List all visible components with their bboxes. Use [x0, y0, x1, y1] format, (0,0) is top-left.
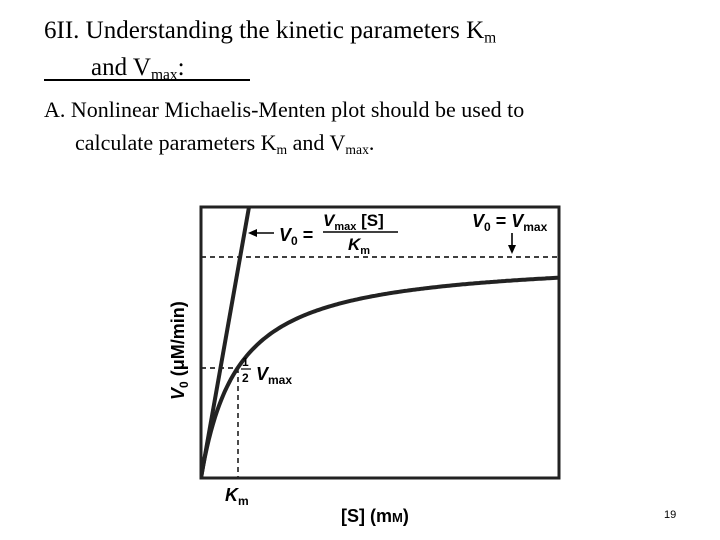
- svg-text:V0 =: V0 =: [279, 225, 313, 248]
- initial-slope-annotation: V0 = Vmax [S] Km: [248, 211, 398, 257]
- km-label: Km: [225, 485, 249, 508]
- svg-text:1: 1: [242, 355, 249, 369]
- svg-text:Vmax: Vmax: [256, 364, 292, 387]
- svg-text:2: 2: [242, 371, 249, 385]
- x-axis-label: [S] (mM): [341, 506, 409, 526]
- svg-text:Km: Km: [348, 235, 370, 257]
- arrowhead-left-icon: [248, 229, 257, 237]
- svg-text:V0 = Vmax: V0 = Vmax: [472, 211, 548, 234]
- point-a-line-1: A. Nonlinear Michaelis-Menten plot shoul…: [44, 97, 525, 122]
- slide-title-line-1: 6II. Understanding the kinetic parameter…: [44, 17, 497, 47]
- plateau-annotation: V0 = Vmax: [472, 211, 548, 254]
- y-axis-label: V0 (μM/min): [168, 301, 191, 400]
- michaelis-menten-curve: [201, 275, 559, 478]
- page-number: 19: [664, 509, 677, 521]
- half-vmax-annotation: 1 2 Vmax: [241, 355, 292, 387]
- svg-text:Vmax [S]: Vmax [S]: [323, 211, 384, 233]
- plot-frame: [199, 205, 561, 480]
- title-underline: [44, 79, 250, 81]
- point-a-line-2: calculate parameters Km and Vmax.: [75, 130, 375, 157]
- arrowhead-down-icon: [508, 245, 516, 254]
- slide-title-line-2: and Vmax:: [91, 54, 185, 84]
- michaelis-menten-plot: V0 = Vmax [S] Km V0 = Vmax 1 2 Vmax Km […: [168, 205, 561, 526]
